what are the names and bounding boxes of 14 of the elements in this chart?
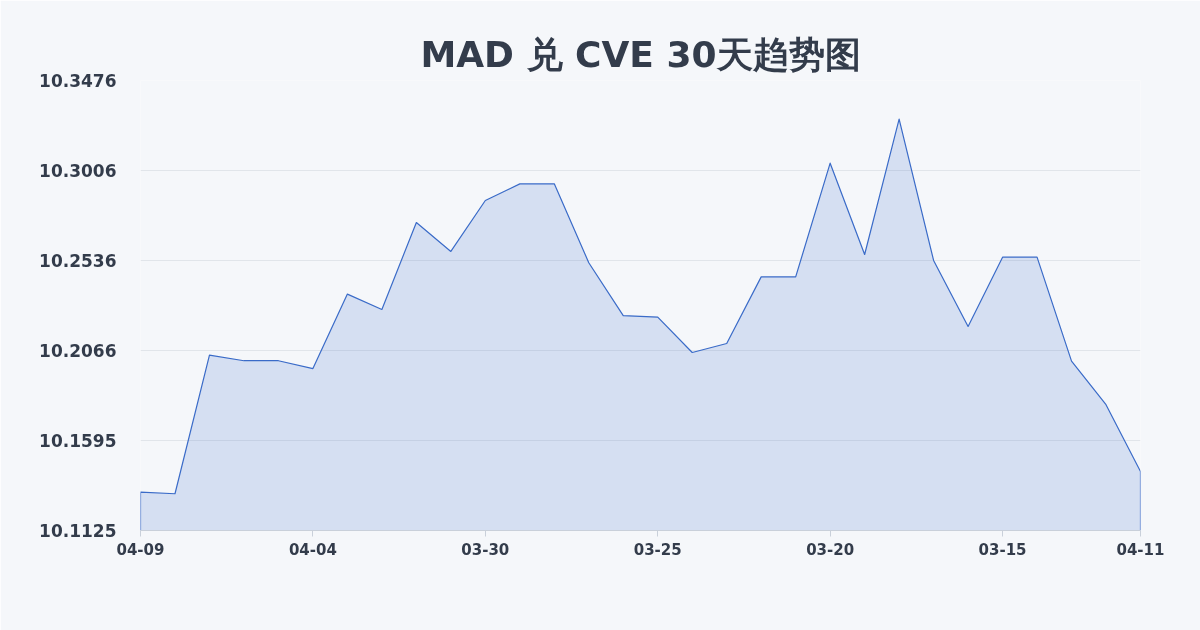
y-tick-label: 10.3006 bbox=[39, 160, 117, 181]
y-tick-label: 10.3476 bbox=[39, 71, 117, 91]
x-tick-label: 03-20 bbox=[806, 540, 855, 559]
x-tick-label: 03-15 bbox=[978, 540, 1027, 559]
x-tick-label: 04-04 bbox=[288, 540, 337, 559]
chart-title: MAD 兑 CVE 30天趋势图 bbox=[420, 33, 861, 75]
y-tick-label: 10.1595 bbox=[39, 431, 117, 452]
x-tick-label: 03-30 bbox=[461, 540, 510, 559]
x-tick-label: 03-25 bbox=[633, 540, 682, 559]
x-tick-label: 04-11 bbox=[1116, 540, 1165, 559]
y-tick-label: 10.2066 bbox=[39, 340, 117, 361]
y-tick-label: 10.2536 bbox=[39, 250, 117, 271]
y-tick-label: 10.1125 bbox=[39, 521, 117, 541]
x-tick-label: 04-09 bbox=[116, 540, 165, 559]
